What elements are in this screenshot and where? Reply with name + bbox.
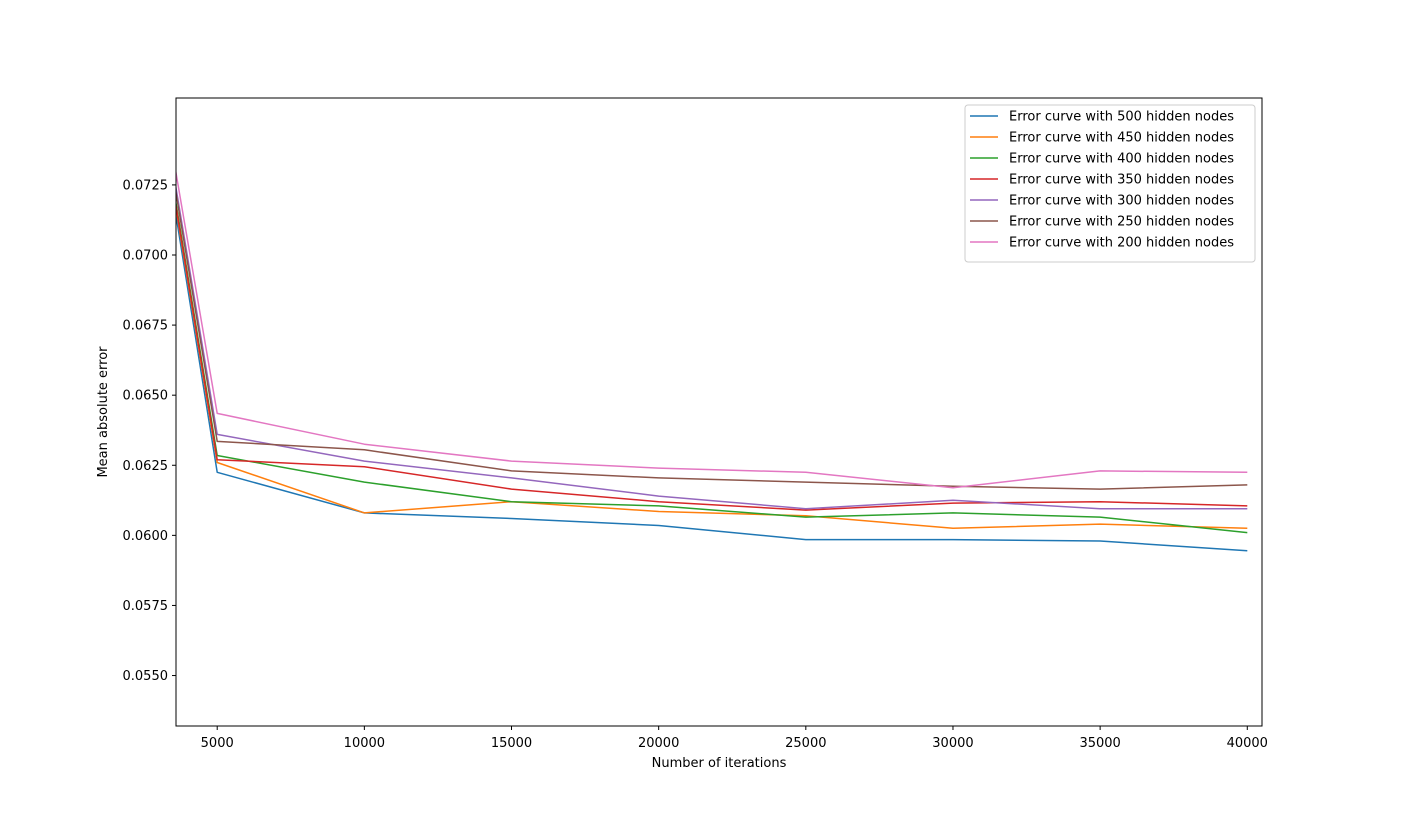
series-line-4 [176,201,1248,511]
series-line-7 [176,168,1248,489]
x-tick-label: 20000 [638,736,679,751]
series-lines [176,168,1248,552]
legend-label: Error curve with 400 hidden nodes [1009,152,1234,167]
legend-label: Error curve with 200 hidden nodes [1009,236,1234,251]
y-axis: 0.0550 0.0575 0.0600 0.0625 0.0650 0.0675 0.07… [123,178,176,684]
legend-label: Error curve with 300 hidden nodes [1009,194,1234,209]
y-tick-label: 0.0625 [123,459,169,474]
legend-box [964,104,1256,263]
legend-label: Error curve with 250 hidden nodes [1009,215,1234,230]
x-tick-label: 10000 [344,736,385,751]
series-line-6 [176,188,1248,490]
legend-label: Error curve with 500 hidden nodes [1009,110,1234,125]
x-axis-label: Number of iterations [652,756,787,771]
x-tick-label: 40000 [1227,736,1268,751]
x-tick-label: 25000 [785,736,826,751]
y-axis-label: Mean absolute error [96,346,111,478]
legend-label: Error curve with 450 hidden nodes [1009,131,1234,146]
series-line-3 [176,198,1248,534]
legend-label: Error curve with 350 hidden nodes [1009,173,1234,188]
legend: Error curve with 500 hidden nodes Error c… [964,104,1256,263]
y-tick-label: 0.0725 [123,178,169,193]
x-tick-label: 30000 [932,736,973,751]
x-axis: 5000 10000 15000 20000 25000 30000 35000 40000 [201,726,1268,751]
series-line-5 [176,183,1248,510]
x-tick-label: 35000 [1079,736,1120,751]
plot-frame [175,97,1263,727]
x-tick-label: 5000 [201,736,234,751]
y-tick-label: 0.0550 [123,669,169,684]
series-line-2 [176,203,1248,530]
y-tick-label: 0.0700 [123,249,169,264]
y-tick-label: 0.0650 [123,389,169,404]
y-tick-label: 0.0600 [123,529,169,544]
x-tick-label: 15000 [491,736,532,751]
series-line-1 [176,210,1248,552]
y-tick-label: 0.0675 [123,319,169,334]
y-tick-label: 0.0575 [123,599,169,614]
